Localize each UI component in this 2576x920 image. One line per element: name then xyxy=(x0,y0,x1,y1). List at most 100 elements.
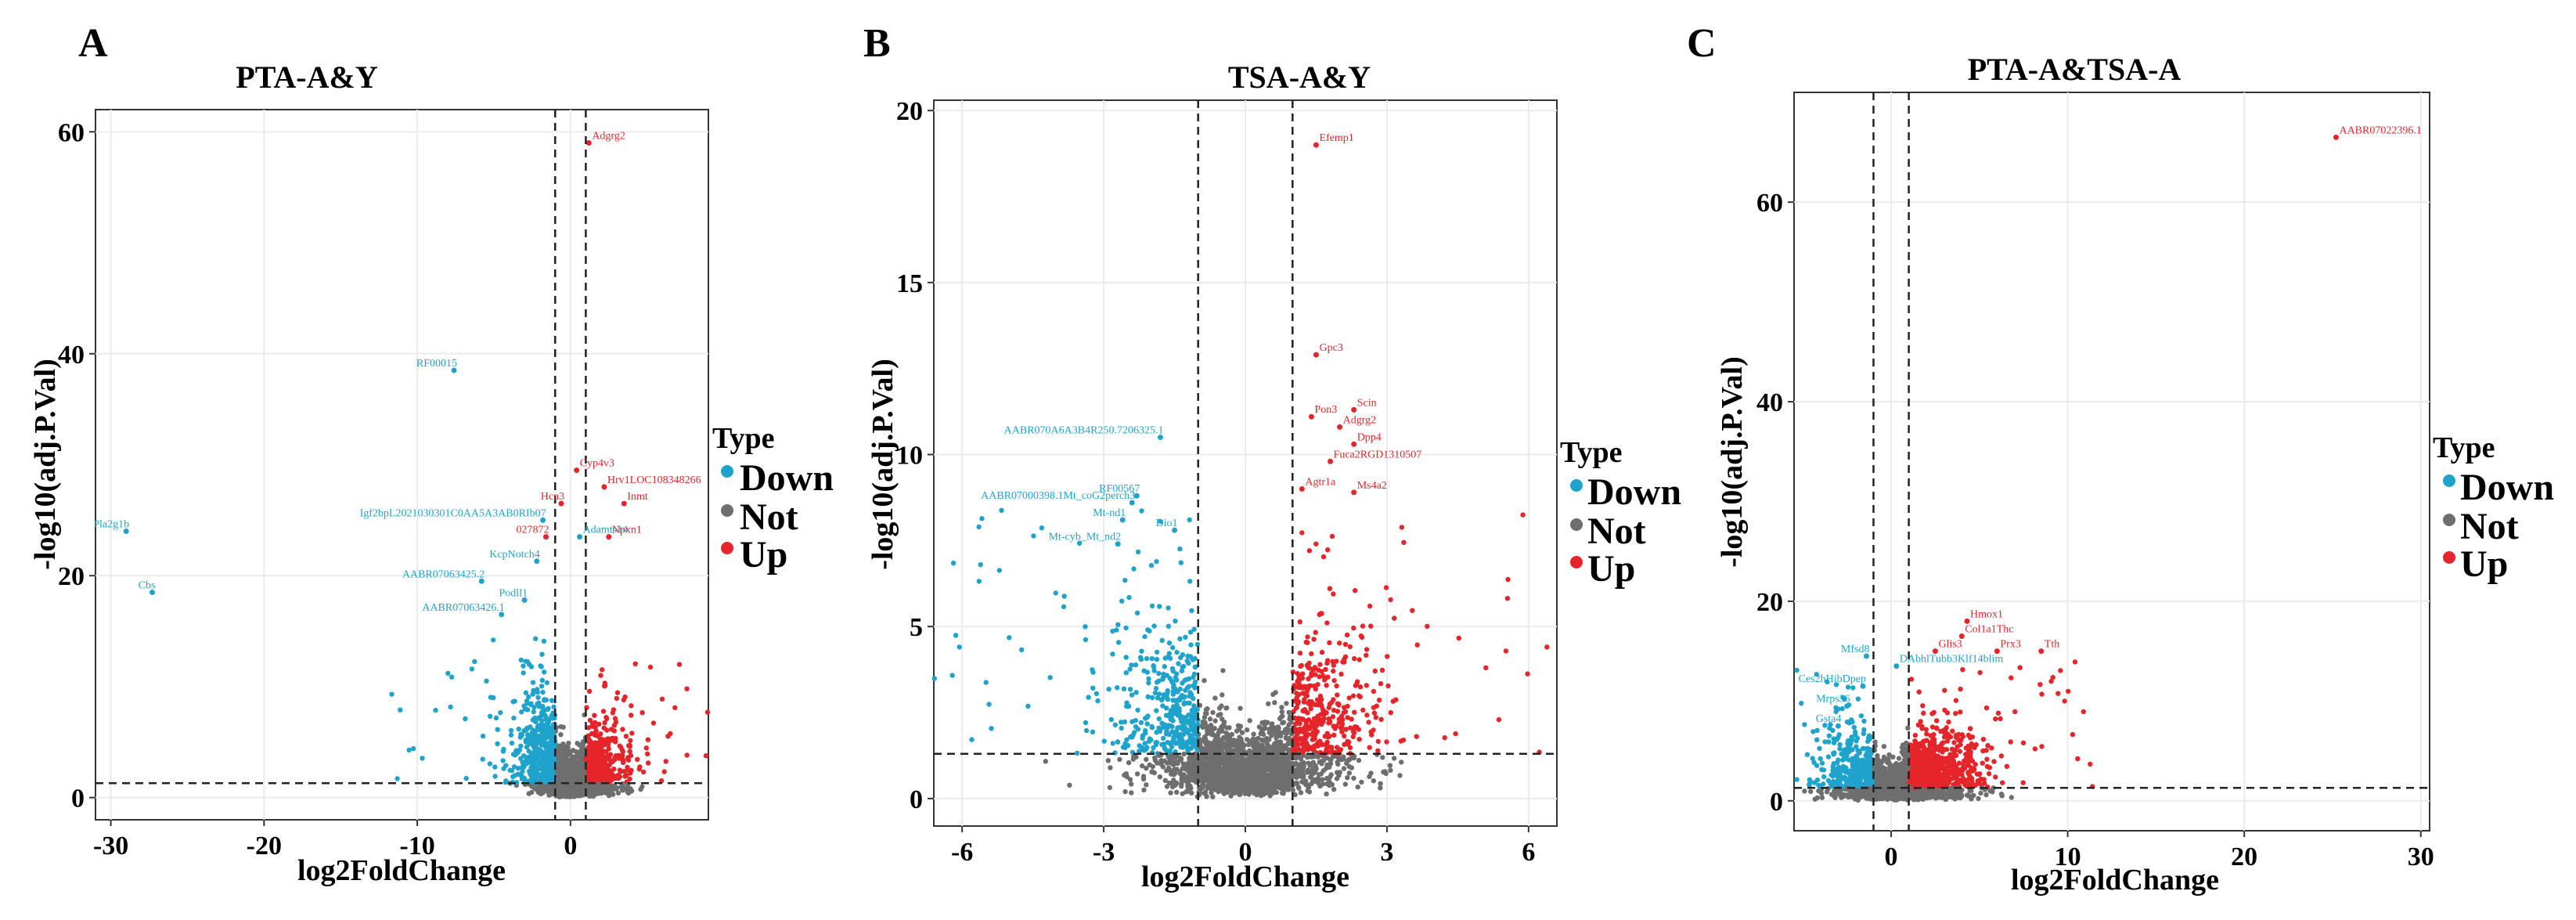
data-point xyxy=(1331,723,1336,729)
data-point xyxy=(528,664,535,669)
data-point xyxy=(1390,698,1396,704)
data-point xyxy=(625,757,632,763)
data-point xyxy=(1303,781,1309,788)
data-point xyxy=(949,673,955,678)
data-point xyxy=(627,776,632,782)
data-point xyxy=(600,748,605,753)
data-point xyxy=(571,748,576,753)
data-point xyxy=(1179,740,1184,746)
data-point xyxy=(564,759,570,765)
data-point xyxy=(565,745,571,750)
data-point xyxy=(1295,738,1300,745)
data-point xyxy=(1401,539,1407,545)
data-point xyxy=(1313,718,1319,723)
data-point xyxy=(1342,733,1347,739)
data-point xyxy=(1108,716,1115,723)
data-point xyxy=(1277,770,1283,777)
legend-not-marker xyxy=(721,504,733,517)
data-point xyxy=(1505,576,1511,583)
data-point xyxy=(1346,695,1352,701)
data-point xyxy=(1187,770,1192,776)
data-point xyxy=(592,713,597,718)
data-point xyxy=(1123,771,1129,777)
data-point xyxy=(535,695,541,701)
data-point xyxy=(1227,743,1233,749)
data-point xyxy=(445,670,451,676)
data-point xyxy=(1123,655,1129,660)
data-point xyxy=(1335,701,1341,706)
data-point xyxy=(492,764,498,770)
data-point xyxy=(1297,650,1303,656)
data-point xyxy=(521,670,526,676)
data-point xyxy=(1331,678,1337,684)
data-point xyxy=(1167,655,1173,662)
data-point xyxy=(1185,720,1191,725)
data-point xyxy=(530,680,536,685)
data-point xyxy=(1061,604,1067,610)
data-point xyxy=(1353,683,1359,688)
data-point xyxy=(1312,736,1317,741)
data-point xyxy=(1345,738,1350,745)
data-point xyxy=(1149,603,1155,609)
data-point xyxy=(577,765,583,771)
data-point xyxy=(638,786,643,792)
data-point xyxy=(487,713,493,719)
data-point xyxy=(1223,731,1229,736)
data-point xyxy=(1263,780,1269,785)
data-point xyxy=(1284,701,1289,706)
data-point xyxy=(1391,756,1397,761)
data-point xyxy=(1156,725,1162,731)
data-point xyxy=(1178,560,1184,565)
data-point xyxy=(1101,738,1107,744)
data-point xyxy=(1342,705,1347,710)
data-point xyxy=(612,716,618,721)
data-point xyxy=(1139,508,1144,514)
data-point xyxy=(1185,728,1191,734)
data-point xyxy=(1191,703,1197,709)
data-point xyxy=(1341,766,1347,771)
data-point xyxy=(602,680,607,686)
data-point xyxy=(1163,713,1169,718)
data-point xyxy=(1306,767,1311,773)
gene-label: Hcn3 xyxy=(541,491,564,503)
data-point xyxy=(1193,774,1199,780)
grid-lines xyxy=(95,110,708,820)
data-point xyxy=(672,705,678,710)
data-point xyxy=(420,756,425,761)
data-point xyxy=(1368,729,1374,734)
data-point xyxy=(595,785,600,791)
data-point xyxy=(1086,695,1091,700)
data-point xyxy=(612,756,618,763)
data-point xyxy=(1176,705,1182,712)
data-point xyxy=(1133,662,1139,668)
data-point xyxy=(1183,634,1188,640)
data-point xyxy=(524,698,530,704)
data-point xyxy=(1331,668,1336,674)
data-point xyxy=(1456,635,1462,641)
data-point xyxy=(492,774,498,779)
data-point xyxy=(1334,683,1339,689)
gene-label: Cyp4v3 xyxy=(580,458,614,470)
data-point xyxy=(1284,726,1290,731)
data-point xyxy=(1263,720,1269,725)
data-point xyxy=(627,742,632,749)
data-point xyxy=(1372,668,1378,674)
data-point xyxy=(1280,720,1285,726)
data-point xyxy=(1203,777,1209,783)
data-point xyxy=(582,769,587,774)
data-point xyxy=(1153,741,1159,748)
data-point xyxy=(1311,637,1317,642)
data-point xyxy=(1220,716,1225,722)
data-point xyxy=(597,773,603,778)
data-point xyxy=(1199,723,1205,729)
data-point xyxy=(1324,791,1329,797)
data-point xyxy=(1350,729,1356,734)
data-point xyxy=(1170,644,1176,651)
data-point xyxy=(617,753,622,759)
data-point xyxy=(1178,655,1184,661)
data-point xyxy=(1306,660,1312,666)
data-point xyxy=(632,661,638,666)
data-point xyxy=(1346,758,1351,763)
data-point xyxy=(1107,785,1113,790)
data-point xyxy=(1160,676,1166,682)
